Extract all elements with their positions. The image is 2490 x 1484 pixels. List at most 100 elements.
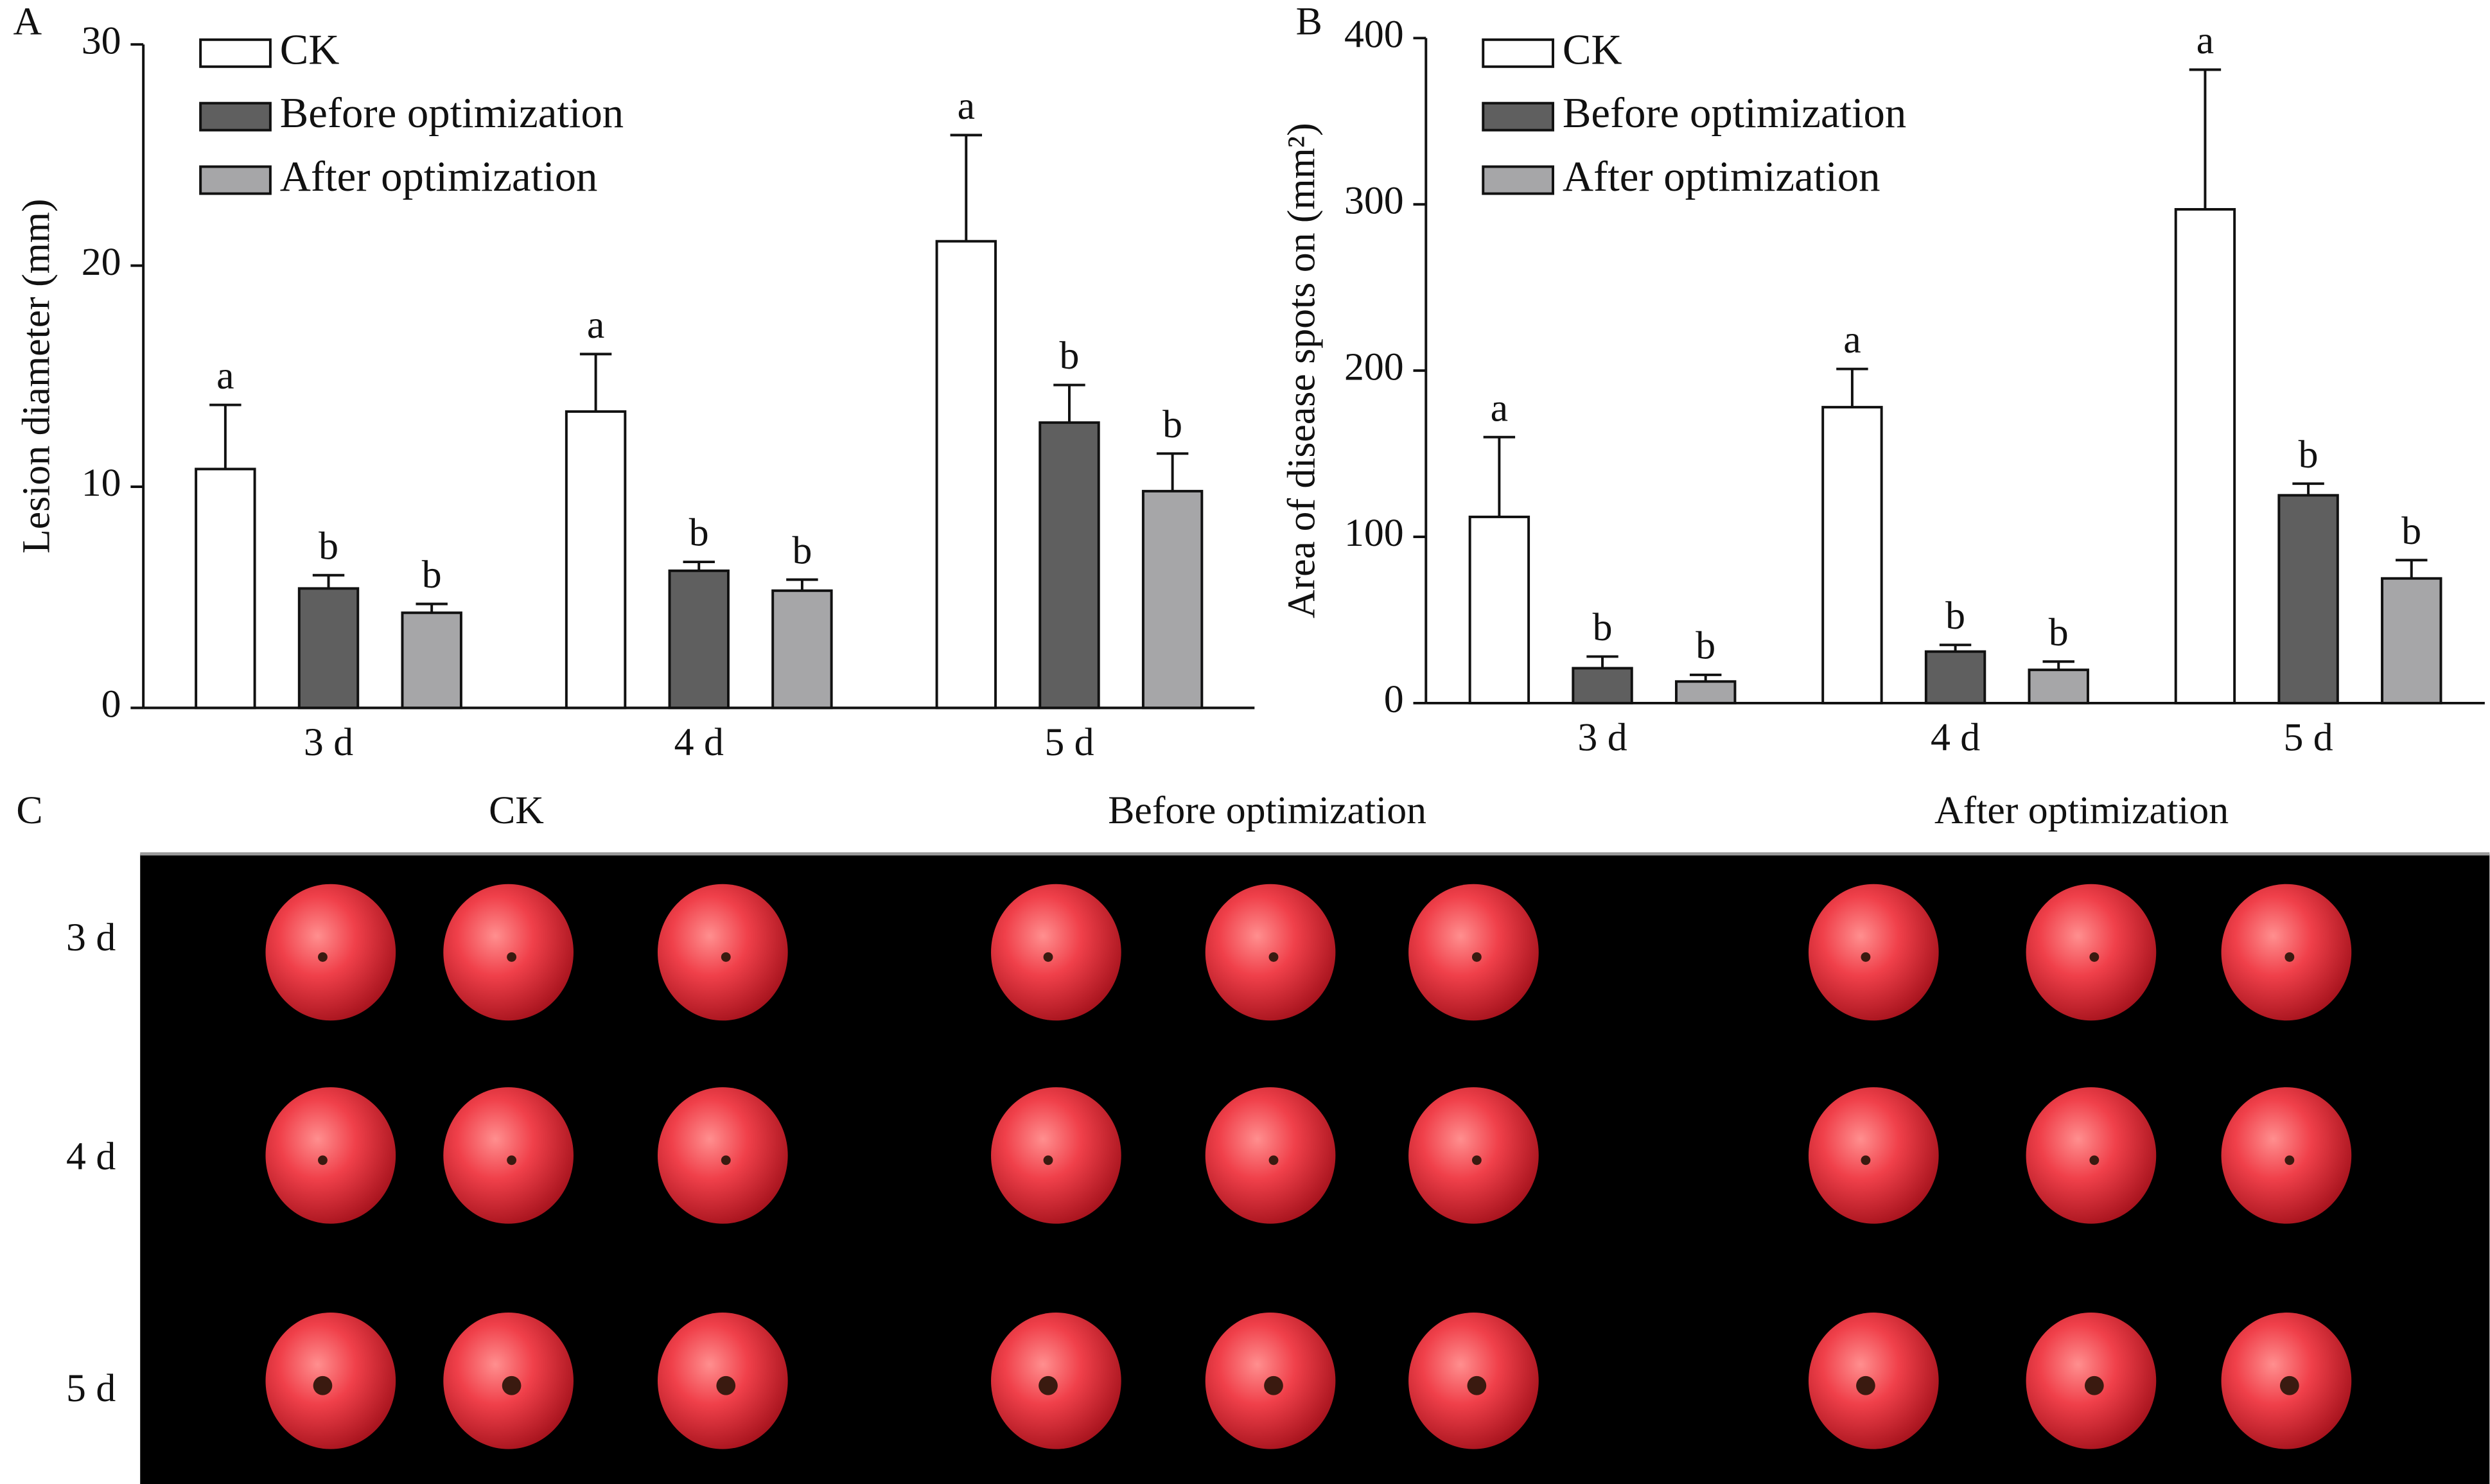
- bar: [2381, 577, 2442, 704]
- y-tick-label: 10: [82, 461, 121, 505]
- y-tick-label: 400: [1344, 13, 1404, 57]
- tomato-lesion: [1467, 1375, 1487, 1395]
- bar: [2277, 494, 2339, 704]
- y-axis-label: Area of disease spots on (mm²): [1280, 123, 1324, 618]
- y-tick-label: 100: [1344, 511, 1404, 555]
- bar: [401, 611, 462, 710]
- legend-swatch: [1482, 38, 1554, 68]
- tomato: [657, 1087, 788, 1224]
- x-tick-label: 4 d: [674, 720, 724, 764]
- tomato: [265, 1087, 396, 1224]
- significance-letter: a: [1843, 318, 1861, 362]
- bar: [297, 587, 360, 710]
- bar: [668, 569, 730, 710]
- y-tick-label: 20: [82, 240, 121, 284]
- tomato-lesion: [1471, 952, 1482, 962]
- column-label: Before optimization: [1108, 789, 1426, 832]
- bar: [1821, 406, 1883, 704]
- row-label: 5 d: [66, 1366, 116, 1410]
- tomato: [1808, 884, 1939, 1021]
- legend-label: Before optimization: [280, 90, 624, 137]
- tomato: [443, 1087, 574, 1224]
- bar: [1572, 667, 1633, 704]
- significance-letter: a: [1491, 386, 1508, 430]
- significance-letter: b: [1945, 594, 1965, 638]
- bar: [1468, 515, 1530, 704]
- tomato-lesion: [1268, 1155, 1279, 1165]
- tomato-lesion: [1268, 952, 1279, 962]
- tomato: [657, 884, 788, 1021]
- tomato: [1205, 1087, 1336, 1224]
- row-label: 3 d: [66, 916, 116, 959]
- tomato-lesion: [502, 1375, 522, 1395]
- significance-letter: a: [958, 84, 975, 128]
- tomato: [1408, 1087, 1539, 1224]
- legend-label: CK: [280, 26, 340, 73]
- significance-letter: b: [792, 528, 812, 572]
- tomato: [991, 1087, 1121, 1224]
- tomato-lesion: [1861, 952, 1871, 962]
- legend-swatch: [199, 165, 272, 195]
- tomato: [2026, 884, 2157, 1021]
- column-label: After optimization: [1934, 789, 2229, 832]
- tomato-lesion: [313, 1375, 333, 1395]
- bar: [1674, 680, 1737, 704]
- tomato-lesion: [2284, 952, 2295, 962]
- legend-swatch: [1482, 101, 1554, 132]
- y-axis-label: Lesion diameter (mm): [15, 199, 58, 554]
- bar: [2028, 668, 2089, 704]
- legend-swatch: [199, 38, 272, 68]
- significance-letter: b: [1060, 334, 1080, 378]
- tomato-lesion: [721, 952, 731, 962]
- bar: [195, 467, 256, 710]
- panel-label: C: [16, 789, 42, 832]
- tomato-lesion: [2089, 1155, 2100, 1165]
- tomato-lesion: [1043, 952, 1053, 962]
- tomato-lesion: [2085, 1375, 2104, 1395]
- tomato: [1808, 1087, 1939, 1224]
- tomato: [1408, 884, 1539, 1021]
- legend-swatch: [1482, 165, 1554, 195]
- significance-letter: b: [319, 524, 338, 568]
- bar: [935, 240, 997, 710]
- bar: [1039, 421, 1100, 710]
- legend-swatch: [199, 101, 272, 132]
- x-tick-label: 3 d: [1577, 715, 1627, 759]
- significance-letter: b: [1696, 624, 1715, 668]
- tomato-lesion: [1861, 1155, 1871, 1165]
- significance-letter: a: [587, 303, 604, 347]
- legend-label: After optimization: [1563, 153, 1881, 200]
- y-tick-label: 200: [1344, 345, 1404, 388]
- x-tick-label: 5 d: [2283, 715, 2333, 759]
- tomato-lesion: [721, 1155, 731, 1165]
- significance-letter: b: [422, 553, 442, 597]
- tomato-lesion: [1043, 1155, 1053, 1165]
- y-tick-label: 0: [101, 683, 121, 726]
- tomato: [443, 884, 574, 1021]
- significance-letter: b: [1162, 403, 1182, 446]
- significance-letter: b: [2299, 433, 2319, 476]
- significance-letter: a: [2196, 19, 2214, 62]
- tomato: [991, 884, 1121, 1021]
- legend-label: Before optimization: [1563, 90, 1906, 137]
- tomato-lesion: [318, 952, 328, 962]
- bar: [771, 589, 833, 710]
- bar: [1141, 489, 1204, 710]
- bar: [1924, 650, 1986, 704]
- tomato-lesion: [318, 1155, 328, 1165]
- tomato-lesion: [1039, 1375, 1058, 1395]
- x-tick-label: 5 d: [1044, 720, 1094, 764]
- significance-letter: b: [1593, 606, 1613, 649]
- y-tick-label: 0: [1384, 677, 1404, 721]
- bar: [565, 410, 627, 710]
- panel-label: B: [1296, 0, 1322, 44]
- panel-label: A: [13, 0, 42, 44]
- x-tick-label: 3 d: [304, 720, 353, 764]
- significance-letter: b: [2401, 509, 2421, 553]
- row-label: 4 d: [66, 1135, 116, 1178]
- column-label: CK: [489, 789, 544, 832]
- tomato: [2221, 1087, 2352, 1224]
- tomato-lesion: [1471, 1155, 1482, 1165]
- x-tick-label: 4 d: [1931, 715, 1980, 759]
